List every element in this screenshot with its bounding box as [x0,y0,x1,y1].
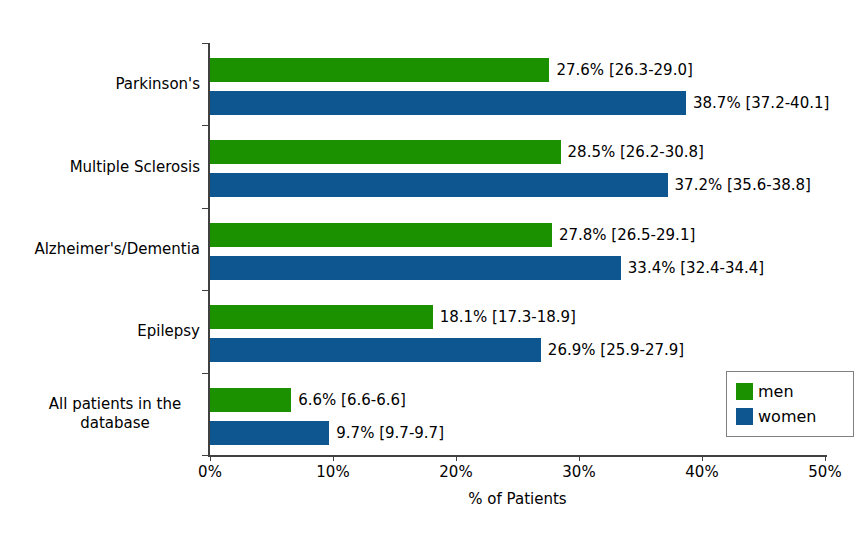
x-axis-tick [210,455,211,461]
y-axis-tick [202,208,208,209]
y-axis-tick [202,290,208,291]
bar-value-label-women-alzheimer-s-dementia: 33.4% [32.4-34.4] [628,256,764,280]
bar-men-epilepsy [210,305,433,329]
bar-value-label-men-parkinson-s: 27.6% [26.3-29.0] [556,58,692,82]
bar-value-label-women-all-patients-in-the-database: 9.7% [9.7-9.7] [336,421,444,445]
legend-label-men: men [758,382,794,401]
x-tick-label-20: 20% [439,463,472,481]
bar-value-label-men-epilepsy: 18.1% [17.3-18.9] [440,305,576,329]
bar-value-label-men-alzheimer-s-dementia: 27.8% [26.5-29.1] [559,223,695,247]
y-axis-tick [202,125,208,126]
y-axis-tick [202,43,208,44]
bar-men-all-patients-in-the-database [210,388,291,412]
x-axis-tick [456,455,457,461]
x-axis-tick [825,455,826,461]
x-axis-line [208,455,827,457]
x-axis-tick [333,455,334,461]
x-axis-tick [579,455,580,461]
category-label-alzheimer-s-dementia: Alzheimer's/Dementia [30,240,200,259]
bar-value-label-women-parkinson-s: 38.7% [37.2-40.1] [693,91,829,115]
legend-item-men: men [736,382,853,401]
y-axis-tick [202,373,208,374]
bar-value-label-women-epilepsy: 26.9% [25.9-27.9] [548,338,684,362]
x-tick-label-10: 10% [316,463,349,481]
x-axis-title: % of Patients [210,490,825,508]
legend-item-women: women [736,407,853,426]
bar-women-alzheimer-s-dementia [210,256,621,280]
category-label-parkinson-s: Parkinson's [30,75,200,94]
bar-value-label-men-all-patients-in-the-database: 6.6% [6.6-6.6] [298,388,406,412]
category-label-epilepsy: Epilepsy [30,322,200,341]
legend: men women [726,371,854,437]
bar-women-multiple-sclerosis [210,173,668,197]
x-tick-label-0: 0% [198,463,222,481]
legend-swatch-men [736,383,753,400]
x-tick-label-40: 40% [685,463,718,481]
bar-women-epilepsy [210,338,541,362]
bar-men-parkinson-s [210,58,549,82]
bar-men-alzheimer-s-dementia [210,223,552,247]
bar-value-label-men-multiple-sclerosis: 28.5% [26.2-30.8] [568,140,704,164]
bar-women-all-patients-in-the-database [210,421,329,445]
bar-chart-figure: 27.6% [26.3-29.0]38.7% [37.2-40.1] 28.5% … [0,0,867,540]
bar-value-label-women-multiple-sclerosis: 37.2% [35.6-38.8] [675,173,811,197]
category-label-multiple-sclerosis: Multiple Sclerosis [30,157,200,176]
y-axis-tick [202,455,208,456]
x-tick-label-50: 50% [808,463,841,481]
bar-women-parkinson-s [210,91,686,115]
bar-men-multiple-sclerosis [210,140,561,164]
legend-label-women: women [758,407,816,426]
x-tick-label-30: 30% [562,463,595,481]
legend-swatch-women [736,408,753,425]
x-axis-tick [702,455,703,461]
category-label-all-patients-in-the-database: All patients in the database [30,395,200,433]
